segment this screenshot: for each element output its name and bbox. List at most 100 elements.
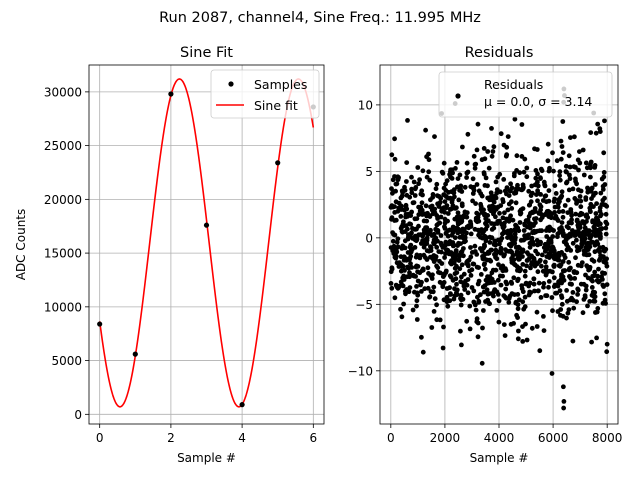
residual-point bbox=[536, 280, 542, 286]
residual-point bbox=[575, 262, 581, 268]
residual-point bbox=[500, 197, 506, 202]
residual-point bbox=[506, 300, 512, 305]
residuals-xtick-label: 8000 bbox=[592, 431, 623, 445]
legend-samples-marker bbox=[228, 81, 234, 87]
residual-point bbox=[556, 209, 562, 215]
residual-point bbox=[460, 235, 466, 241]
residual-point bbox=[534, 261, 540, 267]
residual-point bbox=[436, 204, 442, 209]
residual-outlier-point bbox=[561, 398, 567, 404]
residual-point bbox=[594, 201, 599, 207]
residual-point bbox=[472, 165, 478, 171]
residual-point bbox=[469, 285, 475, 290]
residual-point bbox=[440, 170, 446, 176]
residual-point bbox=[434, 181, 440, 187]
residual-point bbox=[454, 225, 460, 231]
residual-point bbox=[595, 221, 601, 227]
residuals-xtick-label: 2000 bbox=[430, 431, 461, 445]
residual-point bbox=[513, 223, 519, 229]
residual-point bbox=[427, 294, 432, 300]
residual-point bbox=[536, 211, 542, 216]
residual-point bbox=[454, 281, 459, 287]
residual-point bbox=[413, 226, 419, 232]
residual-point bbox=[473, 201, 478, 207]
residual-point bbox=[553, 290, 558, 296]
residual-point bbox=[566, 259, 572, 265]
residual-point bbox=[396, 264, 402, 269]
residual-point bbox=[435, 228, 441, 233]
residual-point bbox=[570, 240, 576, 246]
residual-point bbox=[446, 241, 451, 247]
residual-point bbox=[472, 243, 478, 249]
residual-point bbox=[564, 241, 569, 247]
residual-point bbox=[494, 256, 500, 262]
residual-point bbox=[394, 181, 400, 187]
residual-point bbox=[589, 285, 595, 290]
residual-point bbox=[552, 183, 558, 189]
residual-point bbox=[549, 253, 555, 259]
residual-point bbox=[552, 204, 558, 210]
residual-point bbox=[404, 206, 410, 212]
residual-point bbox=[478, 191, 484, 197]
residual-point bbox=[506, 201, 512, 207]
residual-point bbox=[528, 265, 533, 271]
residual-point bbox=[569, 281, 574, 287]
residual-point bbox=[595, 121, 601, 127]
residual-point bbox=[405, 264, 410, 270]
residual-point bbox=[424, 154, 429, 160]
residual-point bbox=[524, 258, 530, 263]
residual-point bbox=[569, 217, 574, 223]
residual-point bbox=[464, 210, 470, 216]
residual-point bbox=[465, 169, 471, 175]
residual-point bbox=[480, 256, 486, 262]
residual-point bbox=[432, 296, 438, 302]
residual-point bbox=[580, 147, 586, 153]
residual-point bbox=[515, 306, 521, 312]
residual-point bbox=[458, 241, 463, 247]
sine-fit-xtick-label: 0 bbox=[96, 431, 104, 445]
residual-point bbox=[421, 244, 427, 250]
residual-point bbox=[468, 184, 474, 190]
residual-point bbox=[604, 349, 610, 355]
residual-point bbox=[464, 160, 470, 166]
residual-point bbox=[481, 171, 487, 177]
residual-point bbox=[524, 263, 529, 269]
residual-point bbox=[494, 308, 500, 313]
residual-point bbox=[511, 275, 517, 281]
residual-point bbox=[563, 163, 569, 169]
residual-point bbox=[573, 211, 579, 217]
residual-point bbox=[548, 240, 554, 245]
residual-point bbox=[489, 221, 494, 226]
residual-point bbox=[516, 251, 522, 257]
residual-point bbox=[596, 266, 601, 272]
residual-point bbox=[592, 269, 598, 275]
residual-point bbox=[502, 220, 507, 226]
residual-point bbox=[397, 283, 402, 289]
residual-point bbox=[590, 289, 596, 295]
residual-point bbox=[554, 158, 560, 164]
residual-point bbox=[545, 141, 551, 147]
residual-point bbox=[590, 219, 595, 225]
residual-point bbox=[558, 156, 564, 162]
residual-point bbox=[417, 177, 422, 183]
residual-point bbox=[489, 125, 494, 131]
residual-point bbox=[440, 345, 446, 351]
residual-point bbox=[500, 273, 505, 279]
residual-point bbox=[502, 188, 508, 194]
sine-fit-ytick-label: 5000 bbox=[51, 354, 82, 368]
residual-point bbox=[459, 342, 464, 348]
residual-point bbox=[388, 281, 394, 286]
residual-point bbox=[408, 249, 414, 255]
residual-point bbox=[412, 233, 418, 239]
sine-fit-ytick-label: 25000 bbox=[44, 139, 82, 153]
residual-point bbox=[474, 316, 480, 322]
residual-point bbox=[558, 307, 564, 312]
residual-point bbox=[575, 248, 580, 254]
residual-point bbox=[393, 249, 398, 255]
residual-point bbox=[486, 165, 492, 171]
residual-point bbox=[415, 264, 421, 269]
residual-point bbox=[485, 183, 490, 189]
residual-point bbox=[473, 161, 479, 167]
residual-point bbox=[524, 337, 530, 343]
sine-fit-ytick-label: 10000 bbox=[44, 300, 82, 314]
